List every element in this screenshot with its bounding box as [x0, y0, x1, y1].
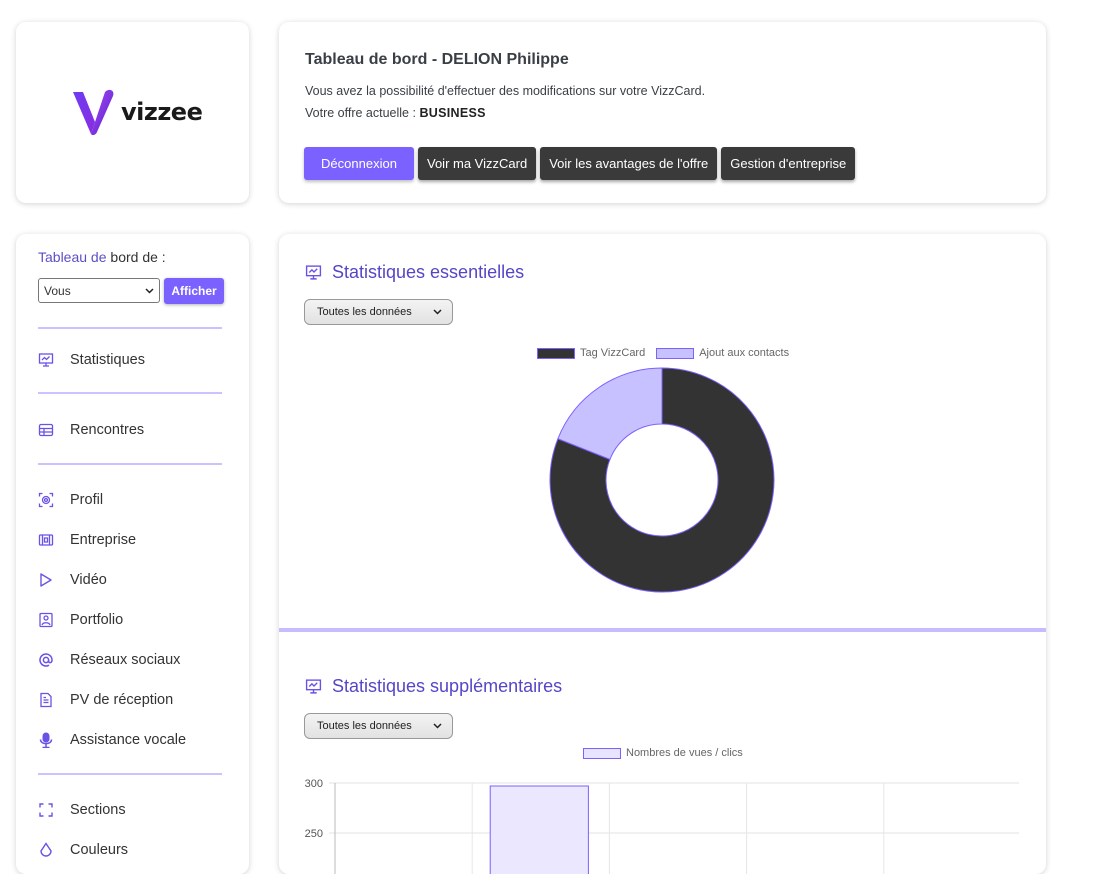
sidebar-item-reseaux-sociaux[interactable]: Réseaux sociaux — [38, 650, 180, 670]
sidebar-item-label: Portfolio — [70, 612, 124, 628]
header-card: Tableau de bord - DELION Philippe Vous a… — [279, 22, 1046, 203]
sidebar-item-pv-reception[interactable]: PV de réception — [38, 690, 173, 710]
dashboard-of-label-part2: bord de : — [110, 249, 166, 265]
sidebar-item-rencontres[interactable]: Rencontres — [38, 420, 144, 440]
logo-card: vizzee — [16, 22, 249, 203]
sidebar-item-label: Entreprise — [70, 532, 137, 548]
section-divider — [279, 628, 1046, 632]
sidebar-item-video[interactable]: Vidéo — [38, 570, 107, 590]
extra-stats-heading: Statistiques supplémentaires — [305, 676, 562, 697]
essential-stats-filter-select[interactable]: Toutes les données — [304, 299, 453, 325]
afficher-button[interactable]: Afficher — [164, 278, 224, 304]
legend-swatch-tag[interactable] — [537, 347, 575, 359]
offer-label: Votre offre actuelle : — [305, 106, 416, 120]
sidebar-item-label: Sections — [70, 802, 126, 818]
legend-swatch-contacts[interactable] — [656, 347, 695, 359]
dashboard-of-label-part1: Tableau de — [38, 249, 107, 265]
sidebar-item-label: Profil — [70, 492, 104, 508]
view-vizzcard-button[interactable]: Voir ma VizzCard — [418, 147, 537, 180]
doughnut-slice-1[interactable] — [557, 367, 663, 461]
play-icon — [38, 572, 54, 588]
image-icon — [38, 612, 54, 628]
drop-icon — [38, 842, 54, 858]
bar[interactable] — [489, 785, 589, 874]
logout-button[interactable]: Déconnexion — [304, 147, 414, 180]
page-title: Tableau de bord - DELION Philippe — [305, 51, 569, 68]
y-tick-label: 300 — [305, 778, 323, 790]
offer-line: Votre offre actuelle : BUSINESS — [305, 106, 486, 120]
sidebar-divider — [38, 773, 222, 775]
sidebar-divider — [38, 392, 222, 394]
doughnut-legend: Tag VizzCard Ajout aux contacts — [537, 347, 789, 359]
legend-label-tag: Tag VizzCard — [580, 347, 646, 359]
legend-swatch-views[interactable] — [583, 747, 621, 759]
microphone-icon — [38, 732, 54, 748]
sidebar-item-entreprise[interactable]: Entreprise — [38, 530, 136, 550]
essential-stats-heading: Statistiques essentielles — [305, 262, 524, 283]
building-icon — [38, 532, 54, 548]
legend-label-contacts: Ajout aux contacts — [699, 347, 790, 359]
chevron-down-icon — [433, 723, 442, 729]
sidebar-item-sections[interactable]: Sections — [38, 800, 126, 820]
bar-legend: Nombres de vues / clics — [583, 747, 743, 759]
logo-text: vizzee — [121, 98, 203, 126]
doughnut-slice-0[interactable] — [549, 367, 775, 593]
sidebar-item-statistiques[interactable]: Statistiques — [38, 350, 145, 370]
vizzee-logo[interactable]: vizzee — [71, 88, 203, 136]
dashboard-user-select[interactable]: Vous — [38, 278, 160, 303]
sidebar-item-label: Vidéo — [70, 572, 107, 588]
profile-icon — [38, 492, 54, 508]
at-icon — [38, 652, 54, 668]
sidebar-item-assistance-vocale[interactable]: Assistance vocale — [38, 730, 186, 750]
extra-stats-title: Statistiques supplémentaires — [332, 676, 563, 696]
sidebar: Tableau de bord de : Vous Afficher Stati… — [16, 234, 249, 874]
extra-stats-filter-select[interactable]: Toutes les données — [304, 713, 453, 739]
document-icon — [38, 692, 54, 708]
sidebar-item-couleurs[interactable]: Couleurs — [38, 840, 128, 860]
sidebar-divider — [38, 327, 222, 329]
presentation-chart-icon — [305, 678, 322, 695]
header-actions: Déconnexion Voir ma VizzCard Voir les av… — [304, 147, 856, 180]
sidebar-item-label: PV de réception — [70, 692, 174, 708]
sidebar-item-label: Réseaux sociaux — [70, 652, 181, 668]
extra-stats-filter-value: Toutes les données — [317, 720, 412, 732]
info-text: Vous avez la possibilité d'effectuer des… — [305, 84, 706, 98]
offer-advantages-button[interactable]: Voir les avantages de l'offre — [540, 147, 718, 180]
y-tick-label: 250 — [305, 828, 323, 840]
dashboard-of-label: Tableau de bord de : — [38, 249, 166, 265]
essential-stats-title: Statistiques essentielles — [332, 262, 525, 282]
doughnut-chart[interactable] — [542, 360, 782, 600]
sidebar-divider — [38, 463, 222, 465]
sidebar-item-profil[interactable]: Profil — [38, 490, 103, 510]
sections-icon — [38, 802, 54, 818]
sidebar-item-label: Couleurs — [70, 842, 129, 858]
legend-label-views: Nombres de vues / clics — [626, 747, 743, 759]
sidebar-item-label: Rencontres — [70, 422, 145, 438]
vizzee-logo-icon — [73, 89, 114, 136]
offer-value: BUSINESS — [419, 106, 486, 120]
essential-stats-filter-value: Toutes les données — [317, 306, 412, 318]
bar-chart[interactable]: 300 250 — [279, 754, 1019, 874]
table-icon — [38, 422, 54, 438]
chevron-down-icon — [433, 309, 442, 315]
statistics-panel: Statistiques essentielles Toutes les don… — [279, 234, 1046, 874]
sidebar-item-portfolio[interactable]: Portfolio — [38, 610, 123, 630]
sidebar-item-label: Statistiques — [70, 352, 145, 368]
presentation-chart-icon — [38, 352, 54, 368]
presentation-chart-icon — [305, 264, 322, 281]
company-management-button[interactable]: Gestion d'entreprise — [721, 147, 856, 180]
sidebar-item-label: Assistance vocale — [70, 732, 187, 748]
chevron-down-icon — [145, 287, 154, 294]
dashboard-user-select-value: Vous — [44, 283, 71, 298]
